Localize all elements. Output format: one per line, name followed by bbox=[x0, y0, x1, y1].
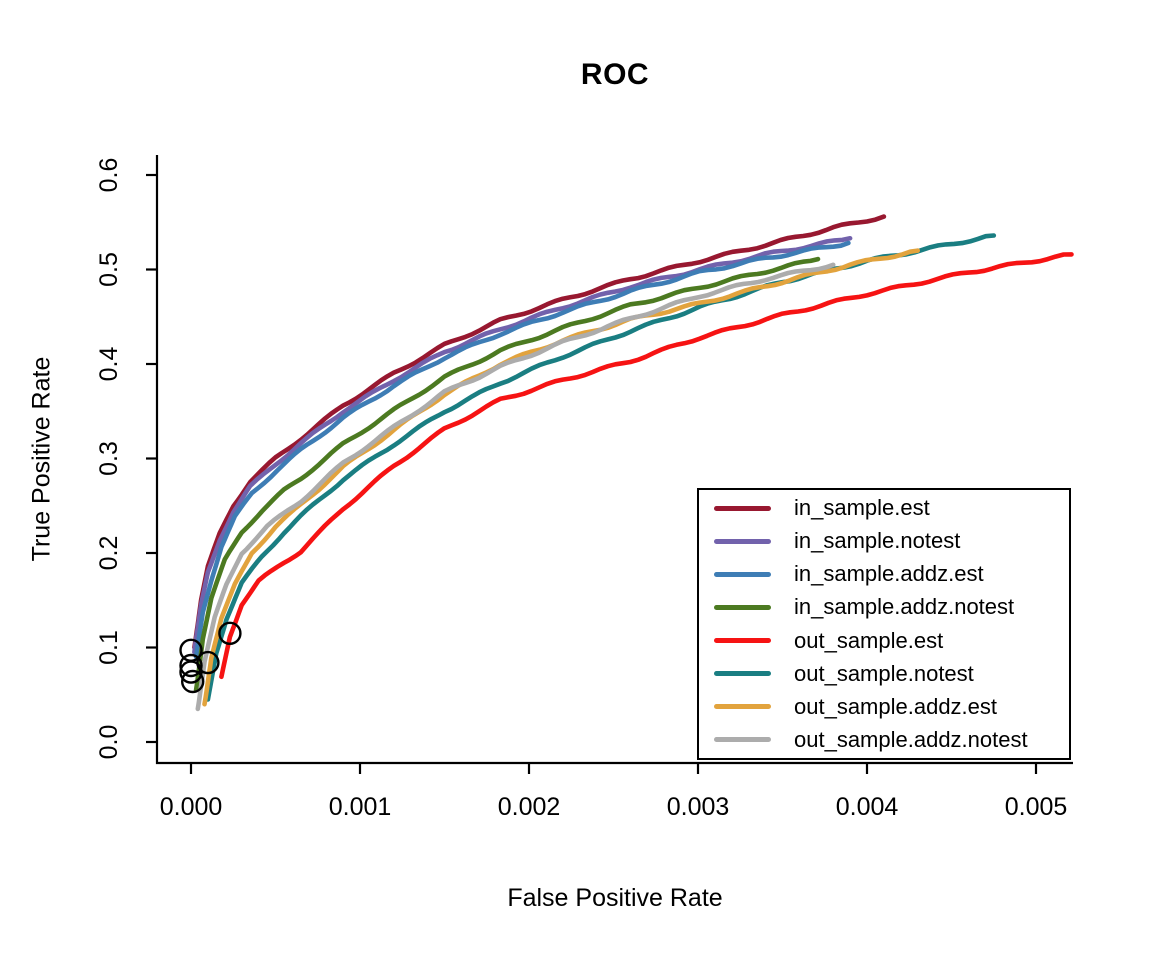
legend-item-out_sample.addz.notest: out_sample.addz.notest bbox=[699, 725, 1069, 755]
roc-curve-in_sample.notest bbox=[192, 236, 853, 655]
legend-item-in_sample.addz.est: in_sample.addz.est bbox=[699, 559, 1069, 589]
x-tick-label: 0.002 bbox=[498, 793, 561, 821]
legend-label: in_sample.addz.notest bbox=[794, 594, 1015, 620]
x-tick-label: 0.004 bbox=[836, 793, 899, 821]
y-tick-label: 0.3 bbox=[95, 441, 123, 476]
legend-item-in_sample.est: in_sample.est bbox=[699, 493, 1069, 523]
roc-curve-in_sample.addz.est bbox=[193, 240, 851, 660]
legend-label: out_sample.addz.notest bbox=[794, 726, 1028, 752]
legend-line-swatch bbox=[714, 571, 771, 577]
x-tick-label: 0.005 bbox=[1005, 793, 1068, 821]
chart-title: ROC bbox=[580, 58, 650, 91]
roc-curve-in_sample.addz.notest bbox=[193, 256, 821, 693]
cutoff-circle-marker bbox=[179, 653, 203, 678]
legend-line-swatch bbox=[714, 737, 771, 743]
legend-label: out_sample.addz.est bbox=[794, 693, 998, 719]
roc-curve-out_sample.est bbox=[219, 252, 1074, 680]
cutoff-circle-marker bbox=[218, 621, 242, 645]
y-tick-label: 0.5 bbox=[95, 252, 123, 287]
legend-item-out_sample.notest: out_sample.notest bbox=[699, 659, 1069, 689]
x-tick-label: 0.001 bbox=[329, 793, 392, 821]
legend-line-swatch bbox=[714, 638, 771, 644]
y-tick-label: 0.0 bbox=[95, 725, 123, 760]
x-tick-label: 0.000 bbox=[160, 793, 223, 821]
legend-label: in_sample.addz.est bbox=[794, 561, 984, 587]
y-tick-label: 0.6 bbox=[95, 158, 123, 193]
roc-curve-in_sample.est bbox=[192, 214, 887, 650]
legend: in_sample.est in_sample.notest in_sample.a… bbox=[697, 488, 1071, 760]
legend-label: out_sample.est bbox=[794, 627, 944, 653]
roc-curve-out_sample.addz.notest bbox=[195, 262, 836, 712]
legend-label: out_sample.notest bbox=[794, 660, 974, 686]
legend-line-swatch bbox=[714, 538, 771, 544]
y-axis-label: True Positive Rate bbox=[27, 356, 56, 562]
legend-line-swatch bbox=[714, 671, 771, 677]
legend-label: in_sample.notest bbox=[794, 528, 961, 554]
x-tick-label: 0.003 bbox=[667, 793, 730, 821]
cutoff-circle-marker bbox=[179, 660, 203, 684]
legend-label: in_sample.est bbox=[794, 495, 930, 521]
legend-line-swatch bbox=[714, 704, 771, 710]
y-tick-label: 0.4 bbox=[95, 347, 123, 382]
legend-item-in_sample.notest: in_sample.notest bbox=[699, 526, 1069, 556]
legend-item-in_sample.addz.notest: in_sample.addz.notest bbox=[699, 592, 1069, 622]
legend-item-out_sample.est: out_sample.est bbox=[699, 626, 1069, 656]
legend-item-out_sample.addz.est: out_sample.addz.est bbox=[699, 692, 1069, 722]
y-tick-label: 0.1 bbox=[95, 630, 123, 665]
legend-line-swatch bbox=[714, 505, 771, 511]
legend-line-swatch bbox=[714, 604, 771, 610]
axis-lines bbox=[155, 155, 1073, 765]
y-tick-label: 0.2 bbox=[95, 536, 123, 571]
cutoff-circle-marker bbox=[180, 669, 205, 694]
x-axis-label: False Positive Rate bbox=[507, 884, 723, 912]
